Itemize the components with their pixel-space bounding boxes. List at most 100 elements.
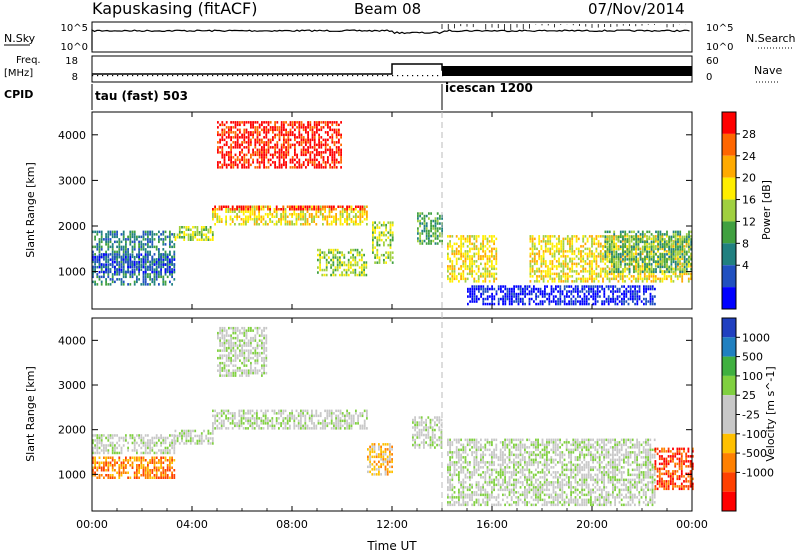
heat-cell [355,213,357,216]
heat-cell [672,267,675,271]
heat-cell [147,471,149,474]
heat-cell [679,238,682,241]
heat-cell [636,285,639,288]
heat-cell [263,163,265,167]
heat-cell [672,255,675,259]
heat-cell [460,235,462,238]
heat-cell [242,205,245,208]
heat-cell [252,148,254,152]
colorbar-tick-label: 4 [742,259,749,272]
heat-cell [484,255,487,258]
heat-cell [423,227,426,230]
heat-cell [229,208,232,211]
heat-cell [166,275,169,279]
heat-cell [473,260,476,263]
heat-cell [287,148,290,152]
heat-cell [107,230,110,234]
heat-cell [207,228,210,231]
heat-cell [122,469,125,472]
heat-cell [100,474,103,477]
heat-cell [572,295,575,298]
heat-cell [285,151,287,154]
heat-cell [350,248,352,252]
nave-dot [437,75,439,77]
heat-cell [203,238,205,241]
heat-cell [258,148,261,152]
heat-cell [633,255,635,259]
heat-cell [549,247,552,251]
heat-cell [632,297,634,301]
heat-cell [127,459,129,462]
heat-cell [537,287,540,291]
heat-cell [582,270,585,273]
heat-cell [333,163,336,167]
heat-cell [129,434,132,437]
heat-cell [151,449,154,452]
heat-cell [491,255,493,258]
heat-cell [536,277,538,281]
heat-cell [568,290,570,293]
heat-cell [588,255,591,258]
heat-cell [114,469,116,472]
heat-cell [144,230,147,234]
heat-cell [92,456,94,459]
heat-cell [389,231,392,234]
heat-cell [608,258,611,261]
heat-cell [325,261,328,264]
heat-cell [211,233,214,236]
heat-cell [289,128,292,132]
nave-dot [247,75,249,77]
heat-cell [147,258,149,261]
heat-cell [651,285,654,288]
heat-cell [253,215,256,218]
heat-cell [280,151,283,154]
heat-cell [94,280,96,284]
heat-cell [417,227,419,230]
heat-cell [166,451,169,455]
heat-cell [234,143,237,147]
heat-cell [622,245,624,249]
heat-cell [630,255,633,259]
heat-cell [643,250,646,253]
heat-cell [309,126,312,129]
heat-cell [133,471,136,474]
heat-cell [391,221,394,224]
heat-cell [267,151,270,154]
heat-cell [232,131,235,134]
heat-cell [372,251,374,254]
heat-cell [315,210,318,213]
heat-cell [644,258,646,261]
heat-cell [657,277,659,281]
heat-cell [340,153,342,157]
heat-cell [544,275,547,278]
heat-cell [529,247,532,251]
colorbar-tick-label: 28 [742,128,756,141]
heat-cell [547,270,549,273]
heat-cell [133,441,136,445]
heat-cell [265,156,268,159]
heat-cell [265,166,268,169]
heat-cell [345,271,348,274]
heat-cell [540,245,543,248]
heat-cell [489,302,491,306]
heat-cell [654,277,657,281]
heat-cell [333,153,336,157]
heat-cell [160,238,162,241]
heat-cell [681,253,684,256]
heat-cell [484,270,487,273]
heat-cell [577,287,579,291]
heat-cell [223,143,226,147]
heat-cell [327,131,329,134]
heat-cell [568,285,570,288]
heat-cell [225,141,228,144]
heat-cell [158,265,160,269]
heat-cell [142,451,145,455]
heat-cell [164,253,167,256]
heat-cell [571,265,574,268]
heat-cell [218,412,221,415]
heat-cell [256,126,259,129]
heat-cell [133,245,136,249]
heat-cell [338,153,340,157]
heat-cell [619,230,622,234]
